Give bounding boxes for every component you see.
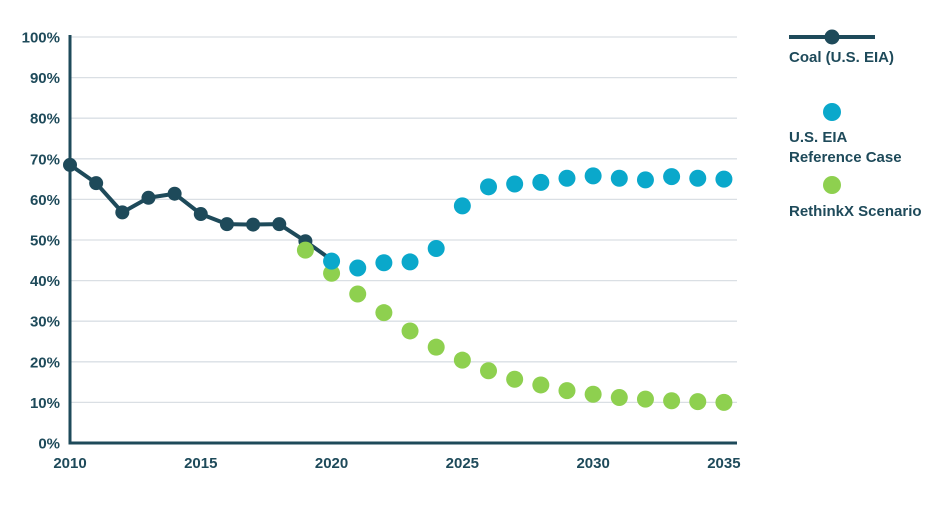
x-tick-label: 2015	[184, 455, 217, 472]
u-s-eia-reference-case-point	[558, 169, 576, 187]
y-tick-label: 70%	[30, 151, 60, 168]
u-s-eia-reference-case-point	[349, 259, 367, 277]
u-s-eia-reference-case-point	[480, 178, 498, 196]
rethinkx-scenario-point	[506, 370, 524, 388]
x-tick-label: 2020	[315, 455, 348, 472]
rethinkx-scenario-point	[401, 322, 419, 340]
y-tick-label: 50%	[30, 233, 60, 250]
coal-u-s-eia-point	[219, 217, 234, 232]
u-s-eia-reference-case-point	[427, 240, 445, 258]
rethinkx-scenario-point	[558, 382, 576, 400]
y-tick-label: 0%	[38, 436, 60, 453]
coal-u-s-eia-point	[167, 186, 182, 201]
u-s-eia-reference-case-point	[532, 173, 550, 191]
u-s-eia-reference-case-point	[610, 169, 628, 187]
rethinkx-dot-swatch	[823, 176, 841, 194]
u-s-eia-reference-case-point	[375, 254, 393, 272]
eia-reference-dot-swatch	[823, 103, 841, 121]
rethinkx-scenario-point	[689, 393, 707, 411]
u-s-eia-reference-case-point	[689, 169, 707, 187]
legend-label-eia-reference: U.S. EIA Reference Case	[789, 128, 902, 168]
rethinkx-scenario-point	[453, 351, 471, 369]
y-tick-label: 100%	[22, 30, 60, 47]
y-tick-label: 60%	[30, 192, 60, 209]
coal-u-s-eia-point	[272, 217, 287, 232]
coal-u-s-eia-point	[89, 176, 104, 191]
rethinkx-scenario-point	[349, 285, 367, 303]
u-s-eia-reference-case-point	[401, 253, 419, 271]
coal-series-line-swatch	[789, 29, 875, 45]
x-tick-label: 2025	[446, 455, 479, 472]
y-tick-label: 10%	[30, 395, 60, 412]
u-s-eia-reference-case-point	[584, 167, 602, 185]
y-tick-label: 80%	[30, 111, 60, 128]
rethinkx-scenario-point	[296, 241, 314, 259]
legend-label-eia-line1: U.S. EIA	[789, 129, 848, 146]
rethinkx-scenario-point	[610, 389, 628, 407]
chart-legend: Coal (U.S. EIA) U.S. EIA Reference Case …	[788, 0, 948, 507]
plot-area: 0% 10% 20% 30% 40% 50% 60% 70% 80% 90% 100% 2010 201…	[22, 30, 741, 473]
rethinkx-scenario-point	[584, 385, 602, 403]
y-tick-label: 90%	[30, 70, 60, 87]
rethinkx-scenario-point	[427, 338, 445, 356]
rethinkx-scenario-point	[636, 390, 654, 408]
coal-swatch-dot	[824, 29, 840, 45]
rethinkx-scenario-point	[532, 376, 550, 394]
rethinkx-scenario-point	[375, 304, 393, 322]
legend-label-eia-line2: Reference Case	[789, 149, 902, 166]
y-tick-label: 40%	[30, 273, 60, 290]
x-tick-label: 2035	[707, 455, 740, 472]
legend-label-rethinkx: RethinkX Scenario	[789, 203, 922, 220]
coal-u-s-eia-point	[193, 207, 208, 222]
u-s-eia-reference-case-point	[663, 168, 681, 186]
u-s-eia-reference-case-point	[506, 175, 524, 193]
y-tick-label: 20%	[30, 354, 60, 371]
u-s-eia-reference-case-point	[715, 170, 733, 188]
coal-u-s-eia-point	[63, 157, 77, 172]
rethinkx-scenario-point	[323, 264, 341, 282]
x-tick-label: 2030	[576, 455, 609, 472]
y-tick-label: 30%	[30, 314, 60, 331]
rethinkx-scenario-point	[480, 362, 498, 380]
rethinkx-scenario-point	[715, 393, 733, 411]
legend-label-coal: Coal (U.S. EIA)	[789, 49, 895, 66]
u-s-eia-reference-case-point	[453, 197, 471, 215]
rethinkx-scenario-point	[663, 392, 681, 410]
coal-u-s-eia-point	[246, 217, 261, 232]
coal-u-s-eia-point	[141, 190, 156, 205]
u-s-eia-reference-case-point	[323, 252, 341, 270]
coal-u-s-eia-point	[115, 205, 130, 220]
u-s-eia-reference-case-point	[636, 171, 654, 189]
x-tick-label: 2010	[53, 455, 86, 472]
